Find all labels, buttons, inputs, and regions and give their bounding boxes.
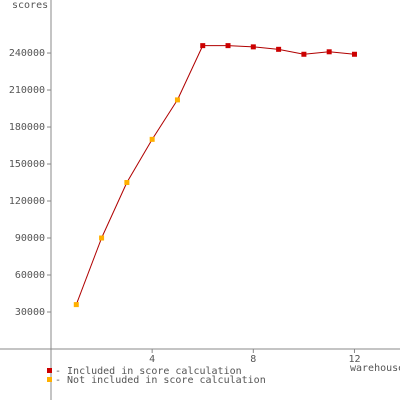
- line-segment: [303, 51, 330, 55]
- y-axis-label: scores: [12, 0, 48, 11]
- line-segment: [101, 182, 128, 239]
- data-point: [124, 180, 130, 186]
- y-tick-label: 60000: [15, 270, 45, 281]
- line-segment: [329, 51, 355, 55]
- y-tick-label: 240000: [9, 48, 45, 59]
- x-tick-label: 12: [348, 354, 360, 365]
- data-point: [301, 51, 307, 57]
- y-tick-label: 210000: [9, 85, 45, 96]
- y-tick-label: 120000: [9, 196, 45, 207]
- line-segment: [75, 237, 103, 305]
- data-point: [250, 44, 256, 50]
- legend-marker: [47, 368, 52, 373]
- line-segment: [151, 99, 178, 140]
- legend-marker: [47, 377, 52, 382]
- line-segment: [228, 45, 254, 48]
- x-tick-label: 4: [149, 354, 155, 365]
- data-point: [174, 97, 180, 103]
- data-point: [99, 235, 105, 241]
- data-point: [73, 302, 79, 308]
- y-tick-label: 150000: [9, 159, 45, 170]
- data-point: [351, 51, 357, 57]
- data-point: [149, 136, 155, 142]
- line-segment: [176, 45, 204, 101]
- line-segment: [126, 139, 153, 183]
- line-segment: [278, 48, 304, 55]
- line-segment: [253, 46, 279, 50]
- x-tick-label: 8: [250, 354, 256, 365]
- x-axis-label: warehouses: [350, 363, 400, 374]
- y-tick-label: 180000: [9, 122, 45, 133]
- data-point: [225, 43, 231, 49]
- y-tick-label: 30000: [15, 307, 45, 318]
- legend-label: - Included in score calculation: [55, 366, 242, 377]
- y-tick-label: 90000: [15, 233, 45, 244]
- data-point: [276, 46, 282, 52]
- data-point: [326, 49, 332, 55]
- legend-label: - Not included in score calculation: [55, 375, 266, 386]
- data-point: [200, 43, 206, 49]
